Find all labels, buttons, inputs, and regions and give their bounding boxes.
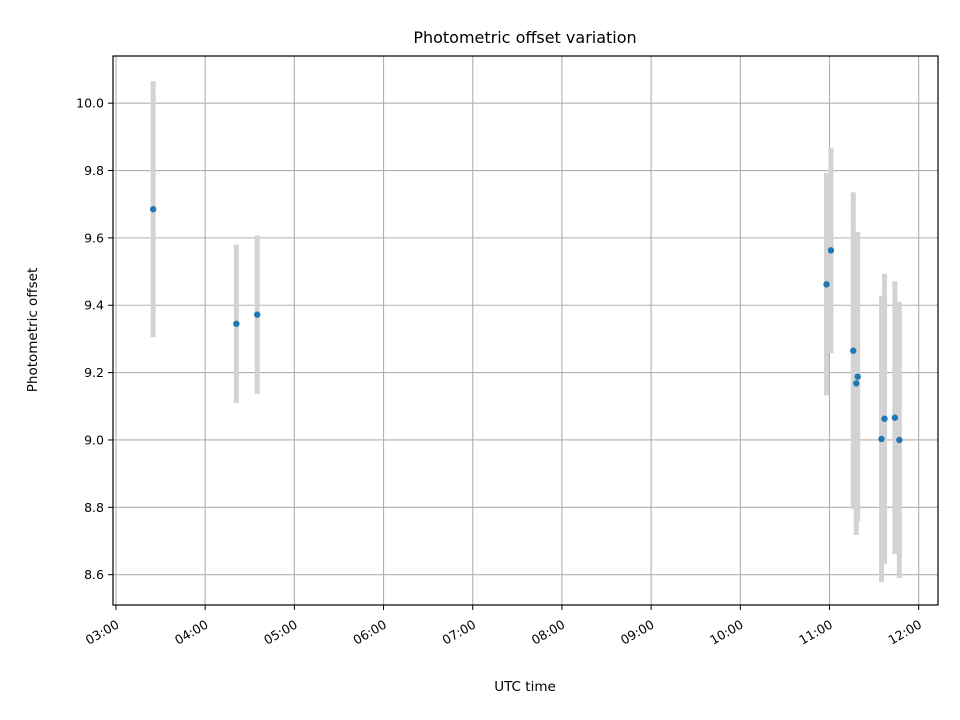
data-point	[827, 247, 835, 254]
data-point	[854, 373, 861, 380]
grid	[113, 56, 938, 605]
data-point	[823, 281, 830, 288]
y-tick-label: 8.6	[84, 567, 104, 582]
y-tick-label: 10.0	[76, 96, 104, 111]
y-tick-label: 9.4	[84, 298, 104, 313]
data-point	[853, 380, 860, 387]
y-axis-ticks: 8.6 8.8 9.0 9.2 9.4 9.6 9.8 10.0	[76, 96, 113, 582]
data-point	[233, 320, 240, 327]
y-tick-label: 9.0	[84, 432, 104, 447]
y-tick-label: 8.8	[84, 500, 104, 515]
x-axis-label: UTC time	[494, 679, 556, 695]
data-point	[878, 435, 885, 443]
data-point	[253, 311, 261, 318]
y-tick-label: 9.2	[84, 365, 104, 380]
data-point	[149, 206, 157, 213]
y-tick-label: 9.8	[84, 163, 104, 178]
data-points	[149, 206, 903, 444]
data-point	[891, 414, 899, 421]
data-point	[896, 436, 903, 444]
y-tick-label: 9.6	[84, 230, 104, 245]
y-axis-label: Photometric offset	[25, 268, 41, 392]
data-point	[881, 415, 888, 422]
plot-area-frame	[112, 55, 939, 606]
chart-title: Photometric offset variation	[413, 28, 636, 47]
data-point	[850, 347, 857, 354]
